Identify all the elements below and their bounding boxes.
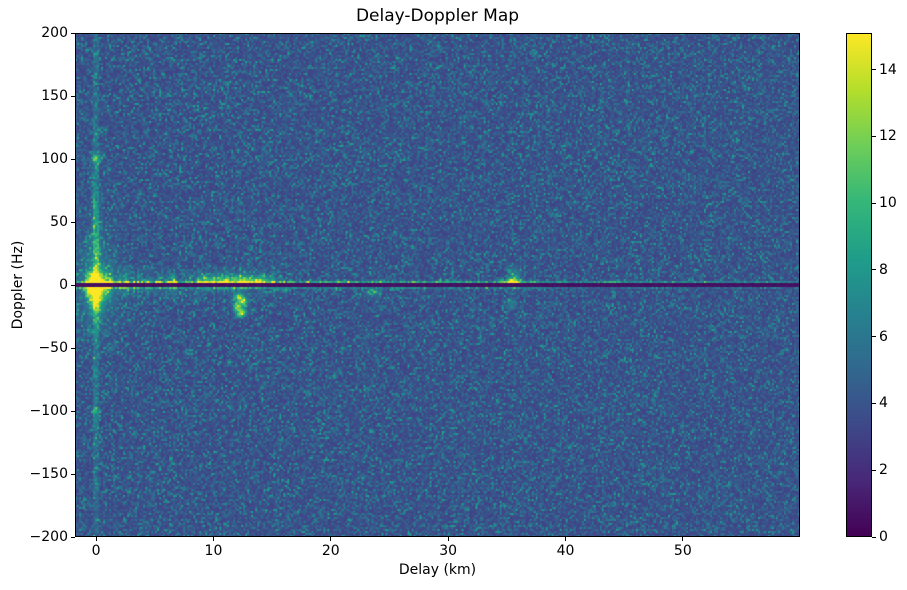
colorbar-tick-mark	[872, 202, 876, 204]
colorbar-tick-mark	[872, 336, 876, 338]
x-tick-label: 20	[321, 543, 340, 559]
y-tick-mark	[71, 95, 75, 97]
y-tick-label: 200	[41, 25, 68, 41]
y-tick-label: −150	[29, 466, 68, 482]
colorbar-tick-label: 10	[879, 195, 897, 212]
y-tick-mark	[71, 284, 75, 286]
y-tick-label: 0	[59, 277, 68, 293]
x-tick-label: 0	[91, 543, 101, 559]
colorbar-tick-mark	[872, 536, 876, 538]
colorbar-tick-mark	[872, 69, 876, 71]
colorbar-gradient	[846, 33, 872, 537]
x-tick-label: 10	[204, 543, 223, 559]
y-tick-mark	[71, 473, 75, 475]
x-axis-label: Delay (km)	[398, 562, 477, 578]
colorbar-tick-mark	[872, 269, 876, 271]
y-tick-label: 50	[50, 214, 68, 230]
y-tick-label: −200	[29, 529, 68, 545]
y-tick-label: −100	[29, 403, 68, 419]
x-tick-label: 50	[673, 543, 692, 559]
heatmap-canvas	[75, 33, 800, 537]
colorbar-tick-label: 6	[879, 328, 888, 345]
y-tick-mark	[71, 536, 75, 538]
y-tick-mark	[71, 32, 75, 34]
y-tick-mark	[71, 158, 75, 160]
y-tick-mark	[71, 221, 75, 223]
y-tick-mark	[71, 410, 75, 412]
y-tick-label: 150	[41, 88, 68, 104]
x-tick-mark	[447, 537, 449, 541]
x-tick-mark	[330, 537, 332, 541]
colorbar-tick-mark	[872, 469, 876, 471]
colorbar-tick-label: 8	[879, 261, 888, 278]
y-tick-label: 100	[41, 151, 68, 167]
colorbar-tick-mark	[872, 135, 876, 137]
colorbar-tick-label: 4	[879, 395, 888, 412]
x-tick-mark	[95, 537, 97, 541]
colorbar-tick-label: 0	[879, 529, 888, 545]
y-tick-label: −50	[38, 340, 68, 356]
colorbar-tick-label: 14	[879, 61, 897, 78]
x-tick-mark	[682, 537, 684, 541]
x-tick-mark	[212, 537, 214, 541]
colorbar-tick-label: 2	[879, 462, 888, 479]
x-tick-label: 40	[556, 543, 575, 559]
x-tick-mark	[564, 537, 566, 541]
colorbar-tick-label: 12	[879, 128, 897, 145]
chart-title: Delay-Doppler Map	[355, 6, 520, 26]
y-tick-mark	[71, 347, 75, 349]
x-tick-label: 30	[439, 543, 458, 559]
colorbar-tick-mark	[872, 402, 876, 404]
